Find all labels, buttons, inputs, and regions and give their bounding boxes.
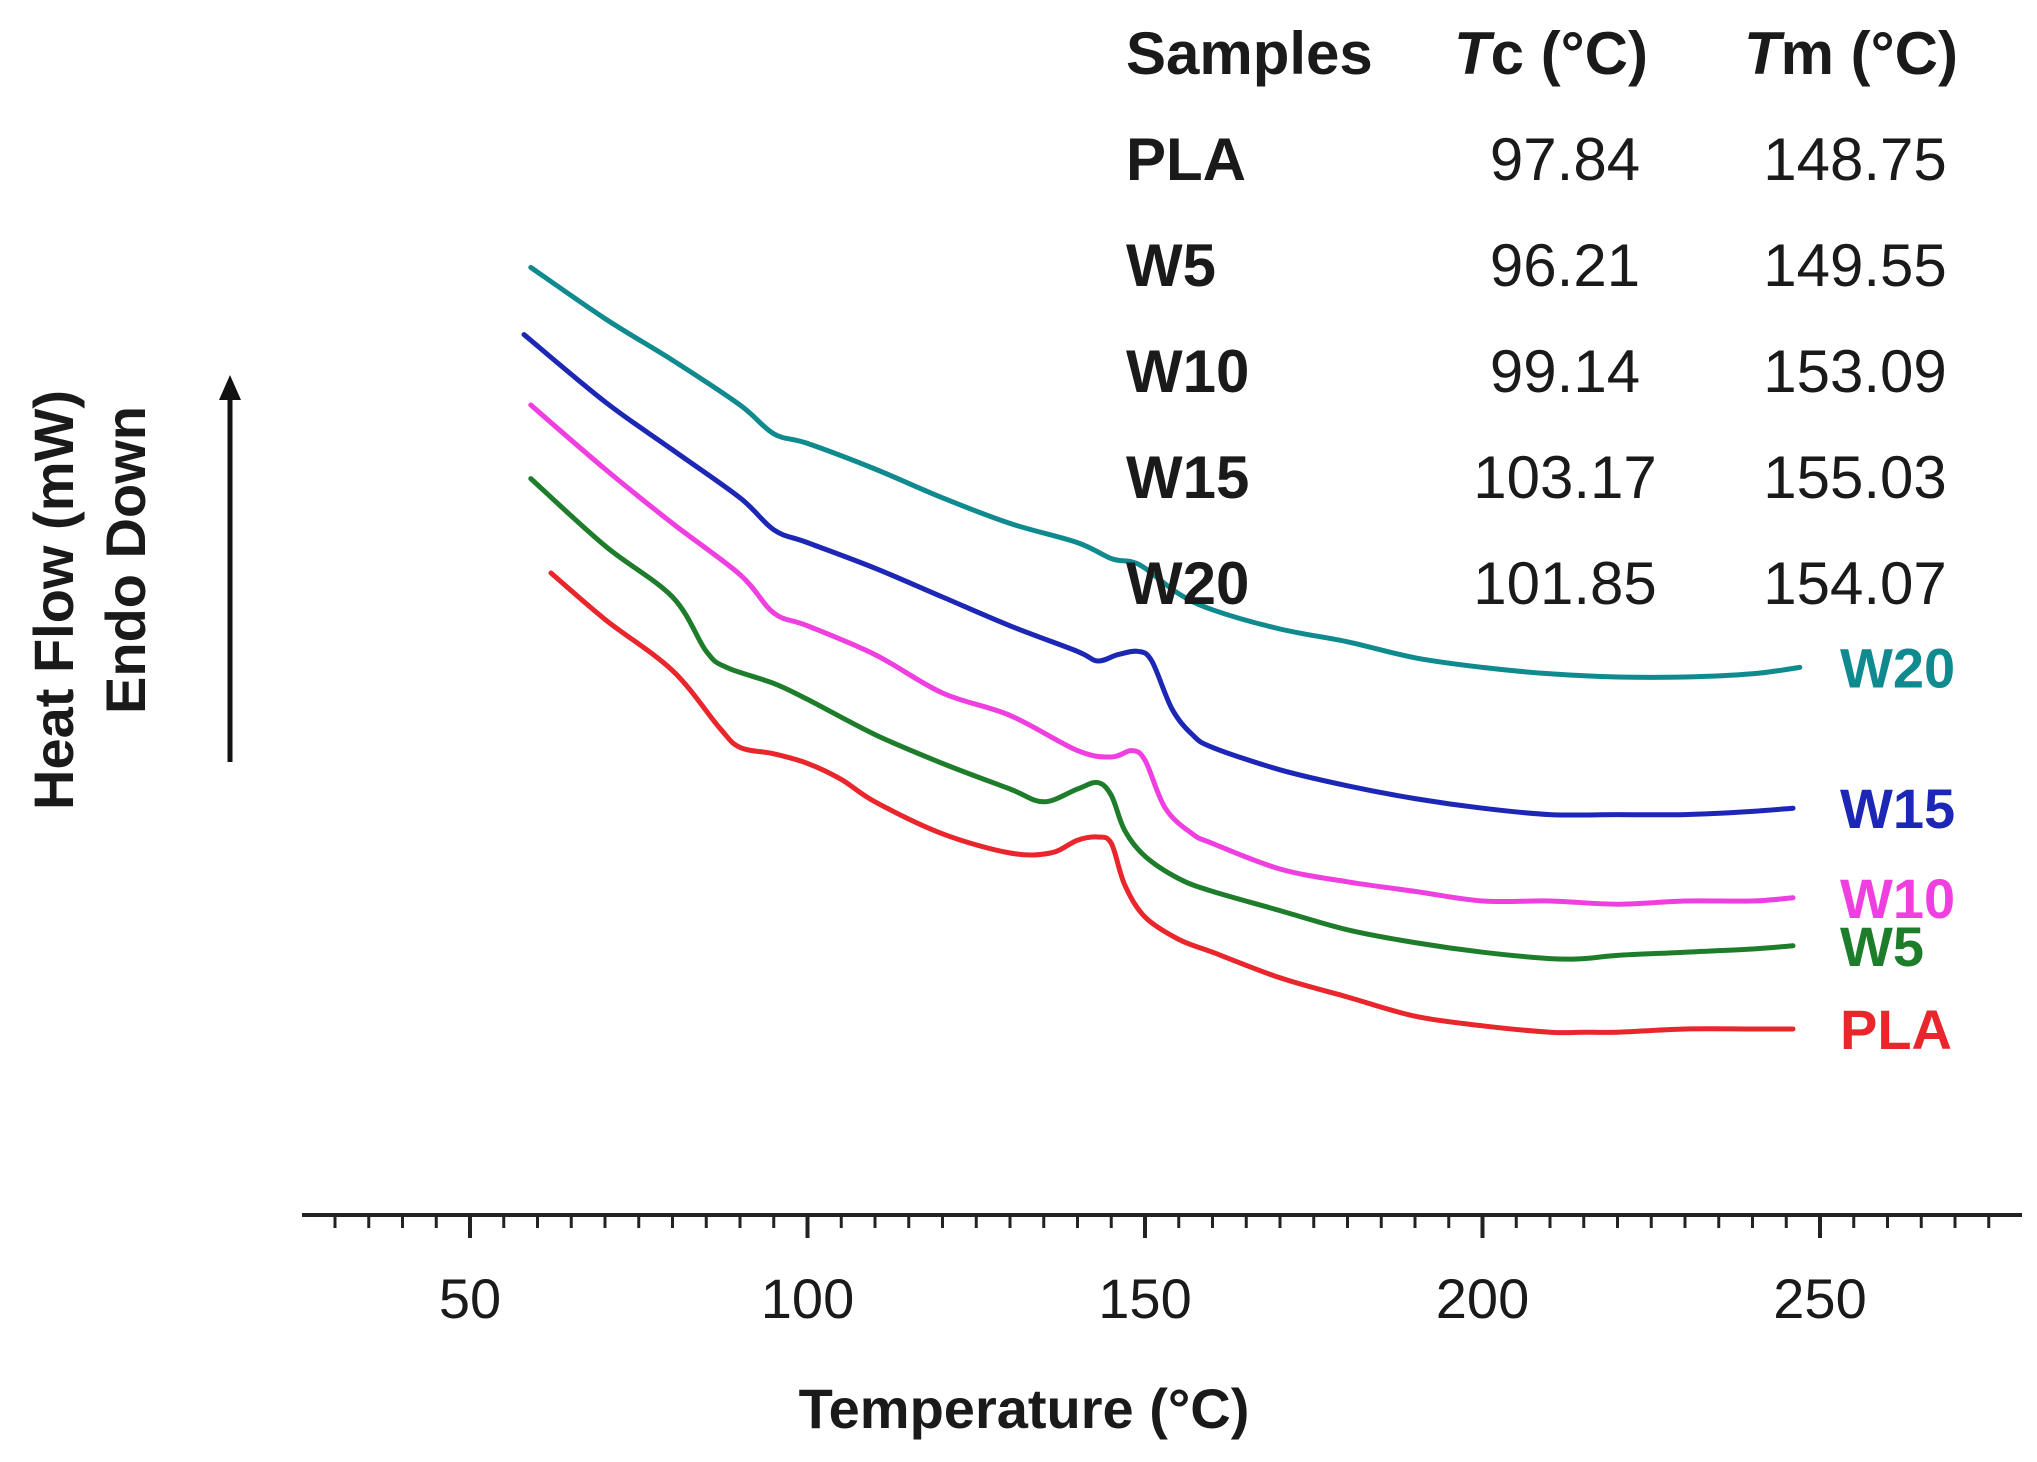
- series-line-w20: [528, 264, 1803, 680]
- table-header-samples: Samples: [1126, 20, 1373, 87]
- table-header-tm: Tm (°C): [1744, 20, 1958, 87]
- x-tick-label: 250: [1773, 1267, 1866, 1330]
- y-axis-label-line2: Endo Down: [94, 406, 157, 714]
- table-sample-name: W20: [1126, 550, 1249, 617]
- series-label-w20: W20: [1840, 636, 1955, 699]
- series-label-w15: W15: [1840, 777, 1955, 840]
- x-tick-label: 100: [761, 1267, 854, 1330]
- x-axis-label: Temperature (°C): [799, 1377, 1250, 1440]
- table-sample-name: W15: [1126, 444, 1249, 511]
- table-header-tc-rest: c (°C): [1491, 20, 1648, 87]
- table-tm-value: 154.07: [1763, 550, 1947, 617]
- table-tc-value: 103.17: [1473, 444, 1657, 511]
- x-axis-ticks: [333, 1215, 1991, 1238]
- series-label-w10: W10: [1840, 867, 1955, 930]
- table-header-tm-italic: T: [1744, 20, 1785, 87]
- series-label-w5: W5: [1840, 915, 1924, 978]
- data-table: Samples Tc (°C) Tm (°C) PLA 97.84 148.75 W5…: [1126, 20, 1958, 617]
- x-tick-label: 150: [1098, 1267, 1191, 1330]
- table-tm-value: 148.75: [1763, 126, 1947, 193]
- table-sample-name: PLA: [1126, 126, 1246, 193]
- table-sample-name: W5: [1126, 232, 1216, 299]
- table-header-tc: Tc (°C): [1454, 20, 1648, 87]
- series-line-w5: [528, 476, 1796, 962]
- x-axis: 50 100 150 200 250 Temperature (°C): [302, 1213, 2022, 1440]
- series-line-w15: [521, 332, 1796, 818]
- x-axis-tick-labels: 50 100 150 200 250: [439, 1267, 1867, 1330]
- table-tm-value: 155.03: [1763, 444, 1947, 511]
- series-label-pla: PLA: [1840, 998, 1952, 1061]
- table-tc-value: 101.85: [1473, 550, 1657, 617]
- x-tick-label: 200: [1436, 1267, 1529, 1330]
- table-tc-value: 97.84: [1490, 126, 1640, 193]
- series-line-w10: [528, 402, 1796, 907]
- table-tc-value: 99.14: [1490, 338, 1640, 405]
- table-tc-value: 96.21: [1490, 232, 1640, 299]
- table-tm-value: 149.55: [1763, 232, 1947, 299]
- table-sample-name: W10: [1126, 338, 1249, 405]
- table-tm-value: 153.09: [1763, 338, 1947, 405]
- y-axis-label-line1: Heat Flow (mW): [22, 390, 85, 810]
- table-rows: PLA 97.84 148.75 W5 96.21 149.55 W10 99.14 153.0…: [1126, 126, 1947, 617]
- table-header-tc-italic: T: [1454, 20, 1495, 87]
- table-header-tm-rest: m (°C): [1781, 20, 1958, 87]
- y-axis-label: Heat Flow (mW) Endo Down: [22, 390, 157, 810]
- up-arrow-icon: [219, 375, 241, 762]
- x-tick-label: 50: [439, 1267, 501, 1330]
- series-lines: [521, 264, 1803, 1036]
- series-line-pla: [548, 570, 1796, 1036]
